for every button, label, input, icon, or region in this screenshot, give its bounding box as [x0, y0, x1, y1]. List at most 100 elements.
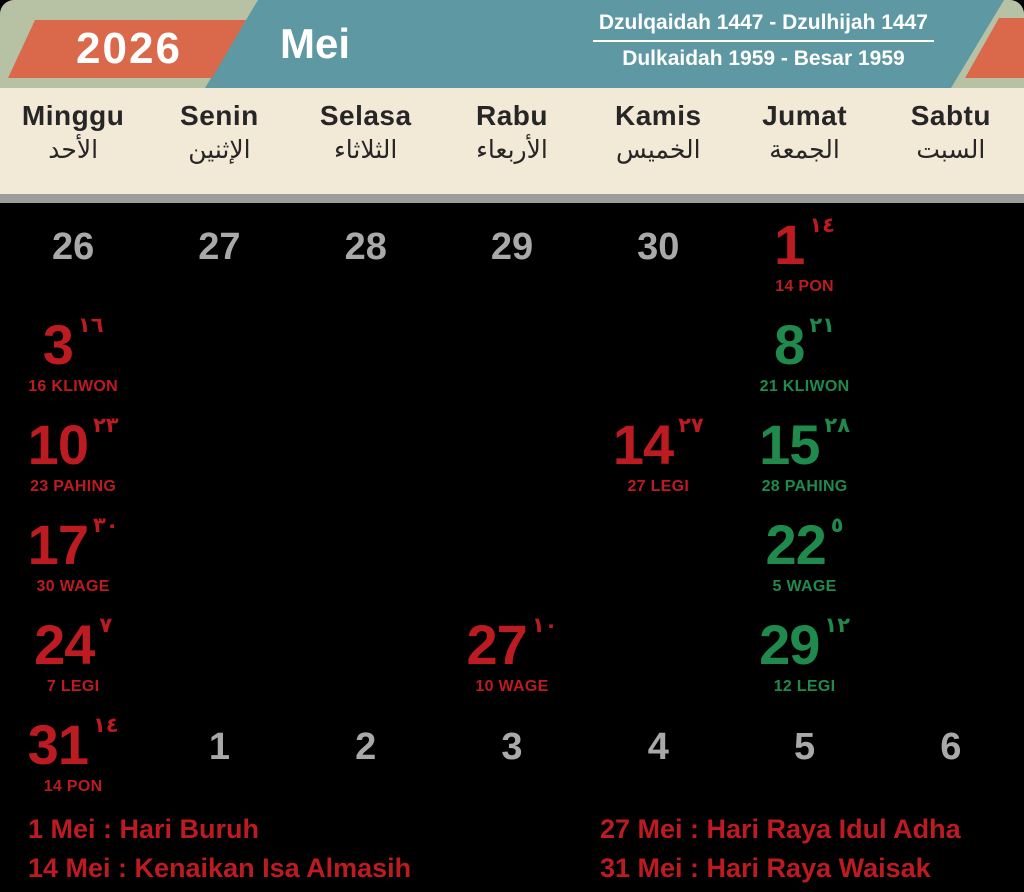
date-cell: 4 — [585, 712, 731, 812]
hijri-date-superscript: ٧ — [99, 613, 113, 637]
date-cell: 8 ٢١ 21 KLIWON — [731, 312, 877, 412]
date-cell: 15 ٢٨ 28 PAHING — [731, 412, 877, 512]
day-name-arabic-label: الخميس — [615, 135, 701, 164]
date-number: 17 — [27, 513, 89, 576]
hijri-date-superscript: ٥ — [830, 513, 844, 537]
hijri-date-superscript: ١٢ — [824, 613, 851, 637]
empty-date-cell — [146, 312, 292, 412]
empty-date-cell — [878, 212, 1024, 312]
date-cell: 2 — [293, 712, 439, 812]
date-cell: 28 — [293, 212, 439, 312]
adjacent-month-date: 26 — [52, 226, 95, 268]
date-cell: 24 ٧ 7 LEGI — [0, 612, 146, 712]
date-number: 1 — [774, 213, 805, 276]
day-of-week-senin: Senin الإثنين — [146, 88, 292, 194]
year-label: 2026 — [76, 24, 182, 73]
date-cell: 27 — [146, 212, 292, 312]
day-name-arabic-label: الإثنين — [188, 135, 251, 164]
date-number-row: 24 ٧ — [34, 613, 113, 678]
hijri-date-superscript: ٢٨ — [824, 413, 851, 437]
javanese-date-label: 21 KLIWON — [759, 378, 850, 395]
hijri-range-label: Dzulqaidah 1447 - Dzulhijah 1447 — [592, 11, 934, 42]
day-of-week-rabu: Rabu الأربعاء — [439, 88, 585, 194]
day-of-week-sabtu: Sabtu السبت — [878, 88, 1024, 194]
adjacent-month-date: 4 — [647, 726, 669, 768]
hijri-date-superscript: ٢٣ — [92, 413, 119, 437]
empty-date-cell — [585, 612, 731, 712]
day-name-arabic-label: الأربعاء — [476, 135, 548, 164]
day-of-week-kamis: Kamis الخميس — [585, 88, 731, 194]
empty-date-cell — [293, 312, 439, 412]
empty-date-cell — [878, 512, 1024, 612]
adjacent-month-date: 1 — [208, 726, 230, 768]
empty-date-cell — [146, 612, 292, 712]
empty-date-cell — [585, 312, 731, 412]
date-number-row: 10 ٢٣ — [27, 413, 119, 478]
javanese-range-label: Dulkaidah 1959 - Besar 1959 — [622, 47, 905, 70]
date-cell: 22 ٥ 5 WAGE — [731, 512, 877, 612]
date-cell: 14 ٢٧ 27 LEGI — [585, 412, 731, 512]
date-cell: 3 ١٦ 16 KLIWON — [0, 312, 146, 412]
hijri-date-superscript: ١٠ — [531, 613, 558, 637]
empty-date-cell — [439, 512, 585, 612]
date-number: 24 — [34, 613, 95, 676]
calendar-systems-box: Dzulqaidah 1447 - Dzulhijah 1447 Dulkaid… — [592, 11, 934, 71]
day-name-arabic-label: الثلاثاء — [334, 135, 398, 164]
date-number-row: 31 ١٤ — [27, 713, 119, 778]
javanese-date-label: 30 WAGE — [36, 578, 110, 595]
date-cell: 29 ١٢ 12 LEGI — [731, 612, 877, 712]
day-name-arabic-label: الأحد — [48, 135, 99, 164]
date-cell: 5 — [731, 712, 877, 812]
hijri-date-superscript: ١٤ — [92, 713, 119, 737]
date-number-row: 27 ١٠ — [466, 613, 558, 678]
adjacent-month-date: 30 — [637, 226, 680, 268]
date-cell: 29 — [439, 212, 585, 312]
adjacent-month-date: 3 — [501, 726, 523, 768]
day-name-label: Kamis — [615, 100, 702, 131]
day-of-week-minggu: Minggu الأحد — [0, 88, 146, 194]
date-cell: 31 ١٤ 14 PON — [0, 712, 146, 812]
date-cell: 1 ١٤ 14 PON — [731, 212, 877, 312]
adjacent-month-date: 5 — [793, 726, 816, 768]
empty-date-cell — [146, 412, 292, 512]
hijri-date-superscript: ١٤ — [809, 213, 835, 237]
date-number: 31 — [27, 713, 89, 776]
empty-date-cell — [439, 412, 585, 512]
adjacent-month-date: 29 — [490, 226, 534, 268]
empty-date-cell — [146, 512, 292, 612]
date-number: 10 — [27, 413, 89, 476]
empty-date-cell — [439, 312, 585, 412]
date-cell: 6 — [878, 712, 1024, 812]
date-number-row: 14 ٢٧ — [613, 413, 704, 478]
day-name-label: Jumat — [762, 100, 848, 131]
empty-date-cell — [585, 512, 731, 612]
day-name-label: Senin — [180, 100, 259, 131]
hijri-date-superscript: ٢١ — [809, 313, 835, 337]
javanese-date-label: 28 PAHING — [761, 478, 848, 495]
date-number-row: 1 ١٤ — [774, 213, 835, 278]
header-divider-bar — [0, 194, 1024, 203]
legend-left-column: 1 Mei : Hari Buruh 14 Mei : Kenaikan Isa… — [28, 810, 411, 888]
javanese-date-label: 12 LEGI — [773, 678, 836, 695]
day-name-label: Rabu — [475, 100, 548, 131]
date-number: 27 — [466, 613, 528, 676]
adjacent-month-date: 6 — [940, 726, 962, 768]
legend-item: 14 Mei : Kenaikan Isa Almasih — [28, 853, 412, 883]
date-number: 15 — [759, 413, 820, 476]
empty-date-cell — [878, 612, 1024, 712]
hijri-date-superscript: ٢٧ — [678, 413, 704, 437]
empty-date-cell — [293, 512, 439, 612]
javanese-date-label: 5 WAGE — [772, 578, 837, 595]
year-block — [8, 20, 246, 78]
date-cell: 30 — [585, 212, 731, 312]
hijri-date-superscript: ٣٠ — [92, 513, 119, 537]
month-label: Mei — [280, 20, 351, 67]
day-of-week-selasa: Selasa الثلاثاء — [293, 88, 439, 194]
javanese-date-label: 16 KLIWON — [28, 378, 119, 395]
adjacent-month-date: 27 — [198, 226, 241, 268]
javanese-date-label: 23 PAHING — [30, 478, 117, 495]
legend-right-column: 27 Mei : Hari Raya Idul Adha 31 Mei : Ha… — [600, 810, 961, 888]
day-name-arabic-label: الجمعة — [769, 135, 840, 164]
date-number-row: 17 ٣٠ — [27, 513, 119, 578]
